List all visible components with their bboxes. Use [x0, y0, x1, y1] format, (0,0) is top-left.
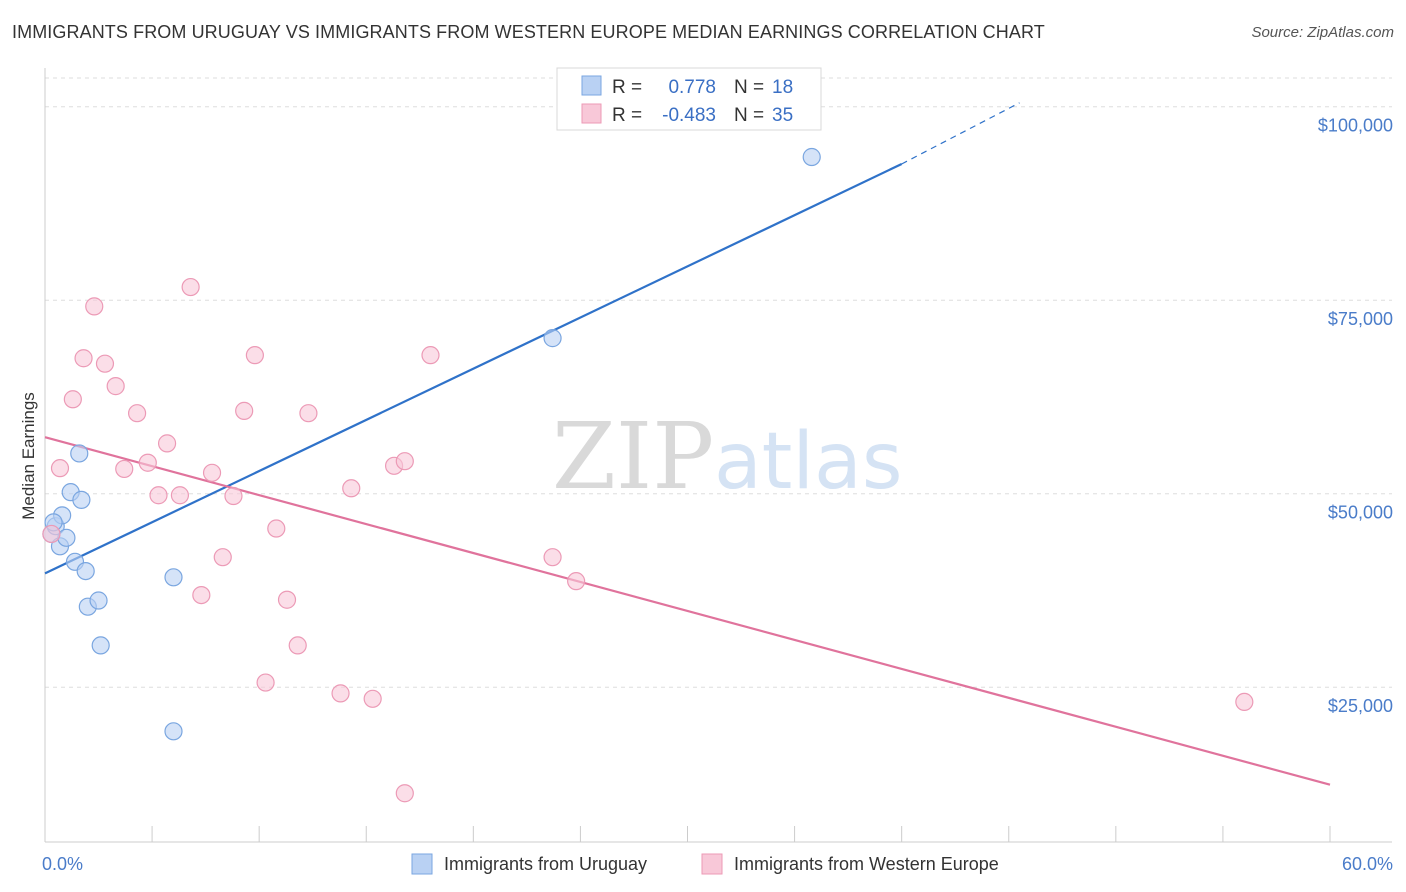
data-point-pink	[543, 548, 562, 567]
data-point-pink	[331, 684, 350, 703]
legend-label-uruguay: Immigrants from Uruguay	[444, 854, 647, 874]
data-point-pink	[170, 486, 190, 505]
legend-swatch-uruguay	[411, 853, 433, 875]
data-point-pink	[127, 404, 147, 423]
watermark: ZIP atlas	[552, 403, 903, 510]
watermark-atlas: atlas	[714, 417, 903, 507]
trend-line-extension-blue	[901, 102, 1020, 165]
stats-n-value-2: 35	[772, 105, 793, 126]
data-point-pink	[395, 784, 414, 803]
stats-r-label-2: R =	[612, 105, 642, 126]
data-point-pink	[288, 636, 307, 655]
data-point-pink	[106, 377, 125, 396]
data-point-pink	[202, 463, 222, 482]
data-point-pink	[267, 519, 286, 538]
y-tick-label: $100,000	[1318, 116, 1393, 136]
y-axis-label: Median Earnings	[19, 392, 38, 520]
data-point-pink	[567, 572, 586, 591]
y-tick-label: $50,000	[1328, 503, 1393, 523]
data-point-pink	[85, 297, 104, 316]
data-point-blue	[57, 528, 76, 547]
data-point-blue	[72, 490, 91, 509]
data-point-pink	[42, 524, 61, 544]
data-point-pink	[138, 453, 157, 472]
data-point-pink	[157, 434, 177, 453]
data-point-blue	[802, 147, 821, 167]
data-point-pink	[421, 346, 440, 365]
data-point-pink	[149, 486, 168, 505]
stats-n-label-1: N =	[734, 77, 764, 98]
data-point-blue	[89, 591, 108, 610]
data-points	[42, 147, 1254, 803]
trend-lines	[44, 102, 1331, 786]
legend-swatch-western-europe	[701, 853, 723, 875]
data-point-blue	[164, 722, 183, 741]
data-point-pink	[235, 401, 254, 420]
data-point-pink	[50, 459, 70, 478]
data-point-pink	[63, 390, 82, 409]
stats-r-value-2: -0.483	[662, 105, 716, 126]
watermark-zip: ZIP	[552, 403, 714, 510]
chart-title: IMMIGRANTS FROM URUGUAY VS IMMIGRANTS FR…	[12, 22, 1045, 42]
series-legend: Immigrants from Uruguay Immigrants from …	[411, 853, 999, 875]
data-point-pink	[74, 349, 93, 368]
data-point-pink	[256, 673, 275, 692]
data-point-blue	[70, 444, 89, 463]
data-point-pink	[224, 486, 243, 506]
trend-line-pink	[44, 436, 1331, 786]
y-tick-label: $75,000	[1328, 309, 1393, 329]
data-point-pink	[245, 346, 264, 365]
data-point-blue	[543, 329, 562, 348]
data-point-pink	[342, 479, 361, 498]
data-point-pink	[95, 354, 115, 373]
data-point-pink	[181, 277, 200, 297]
data-point-pink	[1235, 692, 1254, 712]
data-point-pink	[277, 590, 297, 609]
x-tick-label-min: 0.0%	[42, 854, 83, 874]
stats-n-label-2: N =	[734, 105, 764, 126]
axes: $25,000 $50,000 $75,000 $100,000 0.0% 60.0%	[42, 68, 1393, 874]
trend-line-blue	[44, 162, 903, 575]
data-point-pink	[213, 548, 232, 567]
stats-swatch-western-europe	[581, 103, 602, 124]
data-point-pink	[363, 689, 382, 708]
data-point-pink	[395, 452, 414, 471]
x-tick-label-max: 60.0%	[1342, 854, 1393, 874]
stats-r-label-1: R =	[612, 77, 642, 98]
data-point-pink	[115, 459, 134, 479]
legend-label-western-europe: Immigrants from Western Europe	[734, 854, 999, 874]
data-point-blue	[164, 568, 183, 587]
data-point-blue	[76, 561, 95, 581]
y-tick-label: $25,000	[1328, 696, 1393, 716]
grid-lines	[45, 77, 1392, 688]
stats-legend: R = 0.778 N = 18 R = -0.483 N = 35	[556, 67, 822, 131]
stats-swatch-uruguay	[581, 75, 602, 96]
source-label: Source: ZipAtlas.com	[1251, 24, 1394, 41]
data-point-pink	[192, 585, 211, 605]
data-point-pink	[299, 404, 318, 423]
data-point-blue	[91, 636, 110, 655]
stats-n-value-1: 18	[772, 77, 793, 98]
stats-r-value-1: 0.778	[668, 77, 716, 98]
